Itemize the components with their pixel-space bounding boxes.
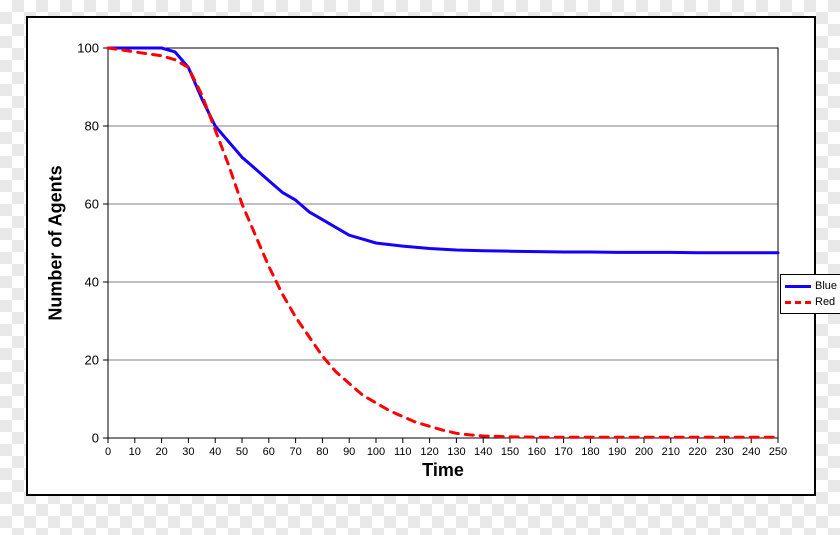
x-tick-label: 10 <box>129 446 141 458</box>
x-tick-label: 230 <box>715 446 733 458</box>
x-tick-label: 130 <box>447 446 465 458</box>
x-tick-label: 120 <box>420 446 438 458</box>
legend-label: Red <box>815 296 835 308</box>
x-tick-label: 20 <box>155 446 167 458</box>
x-tick-label: 220 <box>688 446 706 458</box>
x-tick-label: 180 <box>581 446 599 458</box>
x-tick-label: 70 <box>289 446 301 458</box>
x-tick-label: 170 <box>554 446 572 458</box>
y-tick-label: 20 <box>85 353 99 368</box>
y-axis-label: Number of Agents <box>46 165 67 320</box>
legend: Blue Red <box>780 274 840 314</box>
y-tick-label: 40 <box>85 275 99 290</box>
legend-label: Blue <box>815 280 837 292</box>
x-tick-label: 50 <box>236 446 248 458</box>
legend-swatch <box>785 301 811 304</box>
plot-area: 0 10 20 30 40 50 60 70 80 90 100 110 120 130 140 150 160… <box>28 18 818 498</box>
x-tick-label: 250 <box>769 446 787 458</box>
legend-item-red: Red <box>785 294 837 310</box>
y-tick-label: 80 <box>85 119 99 134</box>
x-tick-label: 200 <box>635 446 653 458</box>
x-tick-label: 80 <box>316 446 328 458</box>
x-tick-label: 160 <box>528 446 546 458</box>
x-tick-label: 60 <box>263 446 275 458</box>
chart-panel: 0 10 20 30 40 50 60 70 80 90 100 110 120 130 140 150 160… <box>26 16 816 496</box>
y-tick-label: 0 <box>92 431 99 446</box>
y-tick-label: 100 <box>77 41 99 56</box>
x-tick-label: 240 <box>742 446 760 458</box>
x-tick-label: 110 <box>394 446 412 458</box>
legend-item-blue: Blue <box>785 278 837 294</box>
x-tick-label: 140 <box>474 446 492 458</box>
x-tick-label: 30 <box>182 446 194 458</box>
legend-swatch <box>785 285 811 288</box>
series-red <box>108 48 778 437</box>
x-tick-label: 90 <box>343 446 355 458</box>
x-tick-label: 150 <box>501 446 519 458</box>
plot-border <box>108 48 778 438</box>
series-blue <box>108 48 778 253</box>
x-tick-label: 190 <box>608 446 626 458</box>
x-tick-label: 40 <box>209 446 221 458</box>
x-tick-label: 210 <box>662 446 680 458</box>
y-tick-label: 60 <box>85 197 99 212</box>
x-axis-label: Time <box>422 460 464 481</box>
x-tick-label: 100 <box>367 446 385 458</box>
x-tick-label: 0 <box>105 446 111 458</box>
